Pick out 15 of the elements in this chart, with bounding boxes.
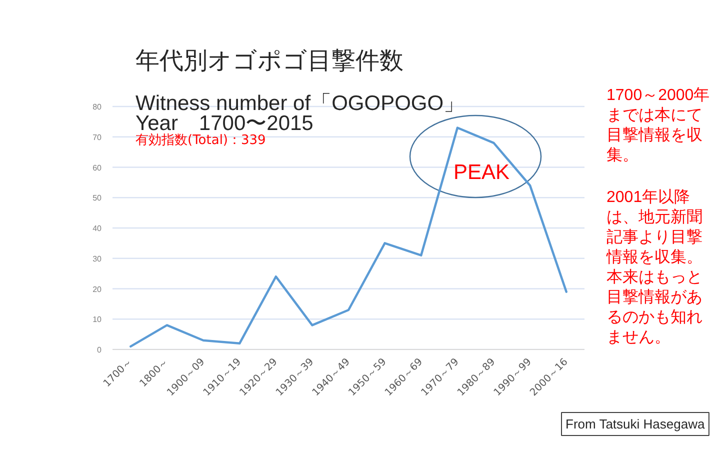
y-tick-label: 0 bbox=[97, 346, 102, 354]
y-tick-label: 60 bbox=[92, 163, 102, 172]
text: 1700～2000年までは本にて目撃情報を収集。 bbox=[606, 87, 710, 164]
y-tick-label: 30 bbox=[92, 254, 102, 264]
y-tick-label: 50 bbox=[92, 194, 102, 203]
annotation: 有効指数(Total)：339 bbox=[136, 133, 266, 148]
y-tick-label: 10 bbox=[92, 315, 102, 324]
chart-title: 年代別オゴポゴ目撃件数 bbox=[136, 46, 404, 74]
y-tick-label: 70 bbox=[92, 132, 102, 142]
annotation: PEAK bbox=[454, 161, 510, 184]
text: 2001年以降は、地元新聞記事より目撃情報を収集。本来はもっと目撃情報があるのかも知れません。 bbox=[606, 188, 702, 346]
y-tick-label: 40 bbox=[92, 224, 102, 233]
y-tick-label: 20 bbox=[92, 284, 102, 294]
text: From Tatsuki Hasegawa bbox=[566, 416, 706, 432]
y-tick-label: 80 bbox=[92, 102, 102, 112]
